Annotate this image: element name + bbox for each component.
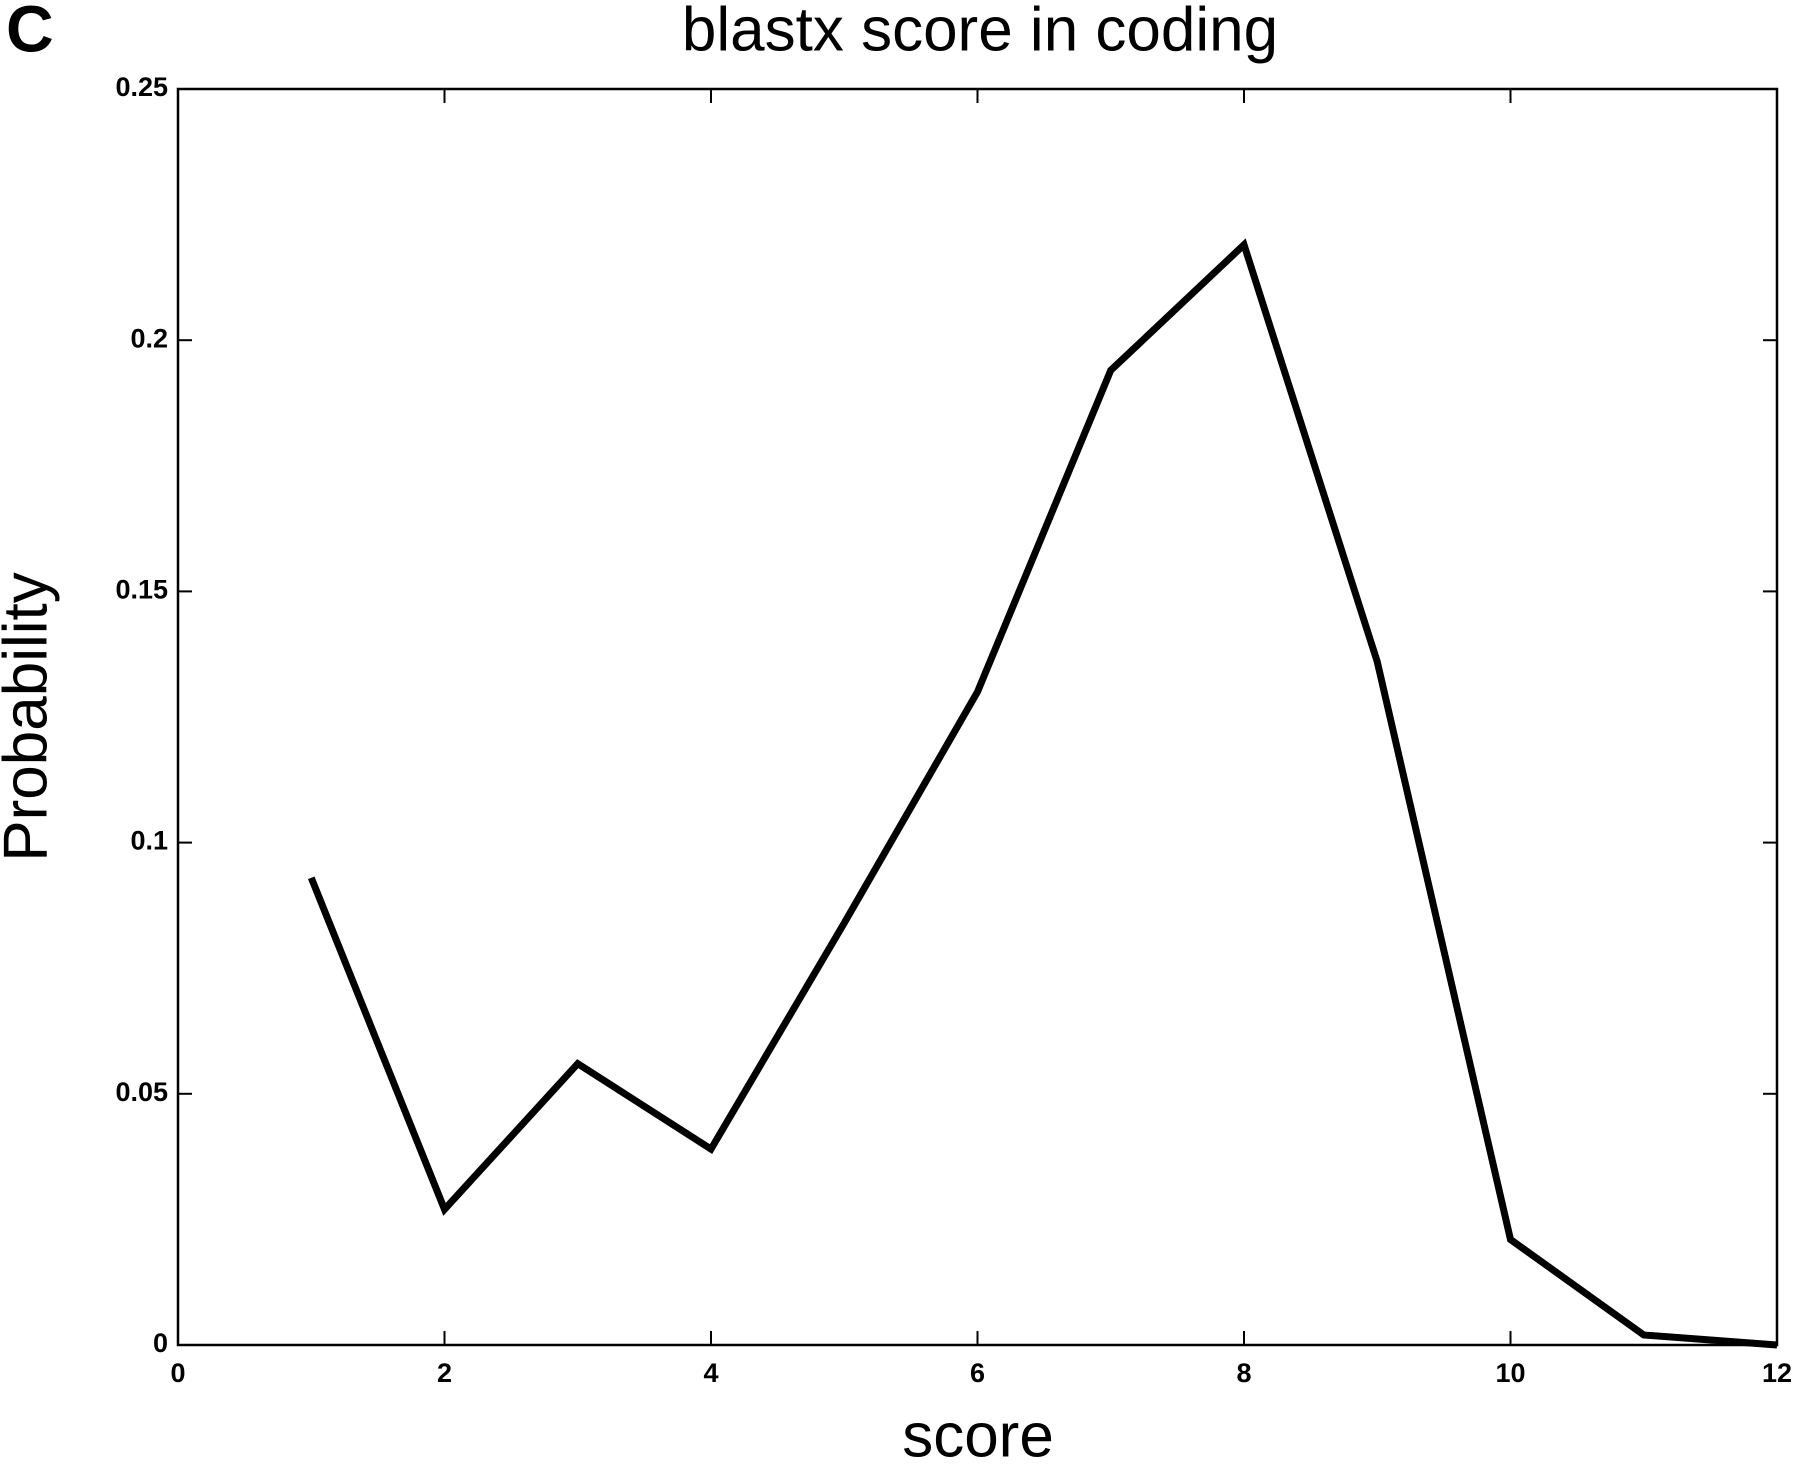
plot-frame <box>176 87 1779 1347</box>
x-tick-label: 2 <box>437 1358 452 1388</box>
y-tick-label: 0.1 <box>130 826 168 856</box>
x-tick-label: 10 <box>1495 1358 1525 1388</box>
y-tick-label: 0.05 <box>115 1077 168 1107</box>
y-tick-label: 0.2 <box>130 323 168 353</box>
x-tick-label: 4 <box>703 1358 718 1388</box>
x-tick-label: 6 <box>970 1358 985 1388</box>
chart-title: blastx score in coding <box>682 0 1278 64</box>
x-axis-label: score <box>902 1401 1054 1470</box>
panel-label: C <box>6 0 54 65</box>
y-tick-label: 0 <box>153 1328 168 1358</box>
y-axis-label: Probability <box>0 572 60 861</box>
y-tick-label: 0.25 <box>115 72 168 102</box>
x-tick-label: 0 <box>170 1358 185 1388</box>
x-tick-label: 8 <box>1236 1358 1251 1388</box>
line-series <box>308 238 1778 1349</box>
y-tick-label: 0.15 <box>115 575 168 605</box>
x-tick-label: 12 <box>1762 1358 1792 1388</box>
